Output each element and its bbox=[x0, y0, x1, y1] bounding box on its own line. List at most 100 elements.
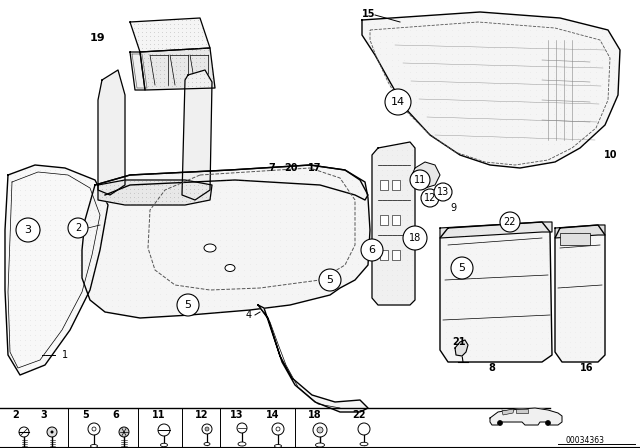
Point bbox=[25, 166, 35, 173]
Point bbox=[459, 92, 469, 99]
Point bbox=[555, 344, 565, 351]
Point bbox=[495, 92, 505, 99]
Point bbox=[537, 316, 547, 323]
Point bbox=[141, 32, 151, 39]
Point bbox=[585, 99, 595, 106]
Text: 8: 8 bbox=[488, 363, 495, 373]
Polygon shape bbox=[5, 165, 108, 375]
Point bbox=[191, 200, 201, 207]
Point bbox=[35, 267, 45, 274]
Point bbox=[10, 351, 20, 358]
Point bbox=[580, 289, 590, 296]
Point bbox=[215, 302, 225, 310]
Point bbox=[60, 321, 70, 328]
Point bbox=[495, 340, 505, 348]
Point bbox=[70, 172, 80, 179]
Point bbox=[251, 200, 261, 207]
Point bbox=[513, 298, 523, 306]
Point bbox=[293, 189, 303, 196]
Circle shape bbox=[68, 218, 88, 238]
Point bbox=[377, 256, 387, 263]
Point bbox=[471, 92, 481, 99]
Point bbox=[405, 14, 415, 22]
Point bbox=[173, 189, 183, 196]
Point bbox=[397, 221, 407, 228]
Point bbox=[113, 254, 123, 262]
Point bbox=[189, 21, 199, 28]
Point bbox=[429, 62, 439, 69]
Point bbox=[565, 254, 575, 261]
Circle shape bbox=[410, 170, 430, 190]
Point bbox=[179, 267, 189, 274]
Circle shape bbox=[319, 269, 341, 291]
Point bbox=[89, 219, 99, 226]
Point bbox=[525, 353, 535, 360]
Point bbox=[157, 190, 167, 197]
Point bbox=[519, 26, 529, 34]
Point bbox=[585, 314, 595, 321]
Point bbox=[465, 39, 475, 46]
Point bbox=[203, 302, 213, 310]
Point bbox=[405, 69, 415, 76]
Point bbox=[189, 194, 199, 201]
Point bbox=[55, 286, 65, 293]
Point bbox=[372, 276, 382, 284]
Point bbox=[387, 181, 397, 189]
Point bbox=[65, 216, 75, 224]
Point bbox=[441, 26, 451, 34]
Point bbox=[89, 189, 99, 196]
Point bbox=[317, 219, 327, 226]
Point bbox=[397, 196, 407, 203]
Point bbox=[137, 302, 147, 310]
Point bbox=[423, 116, 433, 124]
Point bbox=[269, 207, 279, 214]
Point bbox=[203, 219, 213, 226]
Point bbox=[155, 237, 165, 244]
Point bbox=[50, 336, 60, 344]
Point bbox=[10, 306, 20, 314]
Point bbox=[95, 241, 105, 249]
Point bbox=[570, 273, 580, 280]
Point bbox=[377, 207, 387, 214]
Point bbox=[143, 58, 153, 65]
Point bbox=[85, 181, 95, 189]
Point bbox=[441, 346, 451, 353]
Point bbox=[90, 196, 100, 203]
Point bbox=[30, 202, 40, 209]
Point bbox=[257, 242, 267, 250]
Point bbox=[275, 194, 285, 202]
Point bbox=[372, 251, 382, 258]
Point bbox=[107, 207, 117, 214]
Point bbox=[95, 182, 105, 190]
Point bbox=[131, 302, 141, 310]
Point bbox=[185, 272, 195, 280]
Point bbox=[570, 314, 580, 321]
Point bbox=[143, 254, 153, 262]
Point bbox=[537, 62, 547, 69]
Point bbox=[221, 302, 231, 310]
Point bbox=[107, 260, 117, 267]
Point bbox=[10, 226, 20, 233]
Point bbox=[477, 26, 487, 34]
Point bbox=[125, 194, 135, 201]
Point bbox=[179, 70, 189, 78]
Point bbox=[575, 224, 585, 231]
Point bbox=[382, 196, 392, 203]
Point bbox=[555, 308, 565, 315]
Point bbox=[477, 226, 487, 233]
Circle shape bbox=[19, 427, 29, 437]
Point bbox=[471, 346, 481, 353]
Point bbox=[579, 110, 589, 117]
Point bbox=[35, 256, 45, 263]
Point bbox=[489, 140, 499, 147]
Point bbox=[495, 280, 505, 288]
Point bbox=[55, 297, 65, 304]
Point bbox=[173, 194, 183, 201]
Point bbox=[609, 92, 619, 99]
Point bbox=[191, 254, 201, 262]
Point bbox=[441, 275, 451, 282]
Point bbox=[221, 224, 231, 232]
Point bbox=[429, 129, 439, 136]
Point bbox=[477, 256, 487, 263]
Point bbox=[100, 211, 110, 219]
